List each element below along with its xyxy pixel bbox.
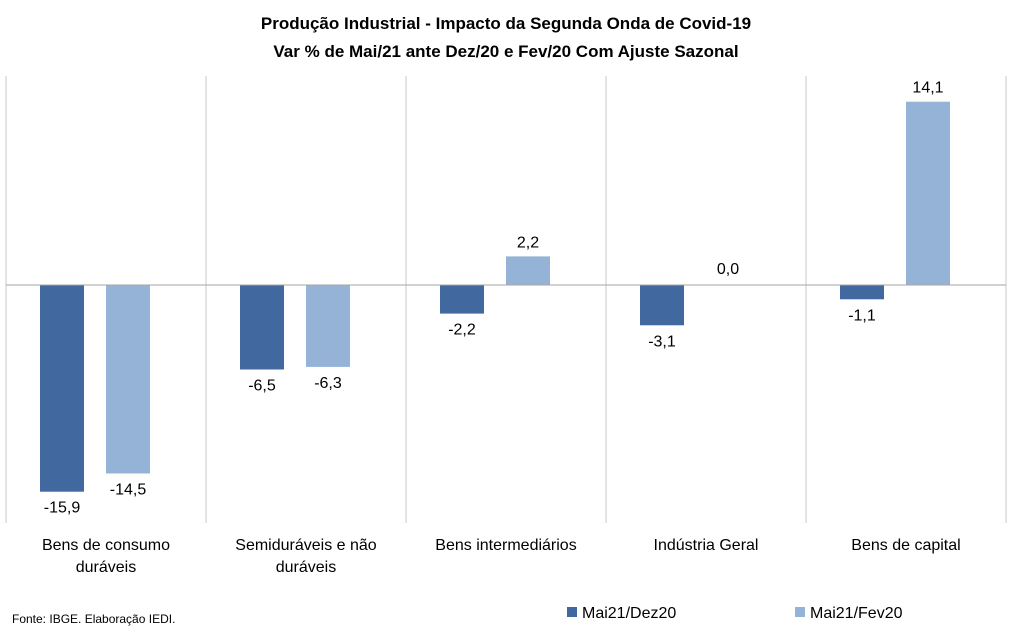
- bar: [306, 285, 350, 367]
- data-label: -14,5: [110, 482, 147, 499]
- data-label: -3,1: [648, 333, 676, 350]
- legend-label-mai21-fev20: Mai21/Fev20: [810, 605, 903, 622]
- source-note: Fonte: IBGE. Elaboração IEDI.: [12, 612, 175, 626]
- category-label: Semiduráveis e não: [235, 537, 377, 554]
- bar: [40, 285, 84, 492]
- category-label: Bens de capital: [851, 537, 960, 554]
- data-label: -6,3: [314, 375, 342, 392]
- bar: [840, 285, 884, 300]
- bar: [506, 256, 550, 285]
- legend-swatch-mai21-dez20: [567, 607, 577, 617]
- chart-subtitle: Var % de Mai/21 ante Dez/20 e Fev/20 Com…: [273, 42, 738, 61]
- legend: Mai21/Dez20 Mai21/Fev20: [567, 605, 903, 622]
- data-label: 14,1: [912, 80, 943, 97]
- chart-title: Produção Industrial - Impacto da Segunda…: [261, 14, 751, 33]
- legend-label-mai21-dez20: Mai21/Dez20: [582, 605, 676, 622]
- category-label: duráveis: [276, 559, 336, 576]
- data-label: 2,2: [517, 234, 539, 251]
- category-label: Bens intermediários: [435, 537, 576, 554]
- data-label: -15,9: [44, 500, 81, 517]
- data-label: 0,0: [717, 261, 739, 278]
- bar: [440, 285, 484, 314]
- bar: [240, 285, 284, 370]
- category-label: Indústria Geral: [654, 537, 759, 554]
- data-label: -6,5: [248, 378, 276, 395]
- bar: [106, 285, 150, 474]
- bar: [640, 285, 684, 326]
- data-label: -2,2: [448, 322, 476, 339]
- bar: [906, 101, 950, 285]
- plot-area: -15,9 -6,5 -2,2 -3,1 -1,1 -14,5 -6,3 2,2 0,0 14,1…: [5, 76, 1007, 576]
- category-label: Bens de consumo: [42, 537, 170, 554]
- legend-swatch-mai21-fev20: [795, 607, 805, 617]
- category-label: duráveis: [76, 559, 136, 576]
- data-label: -1,1: [848, 307, 876, 324]
